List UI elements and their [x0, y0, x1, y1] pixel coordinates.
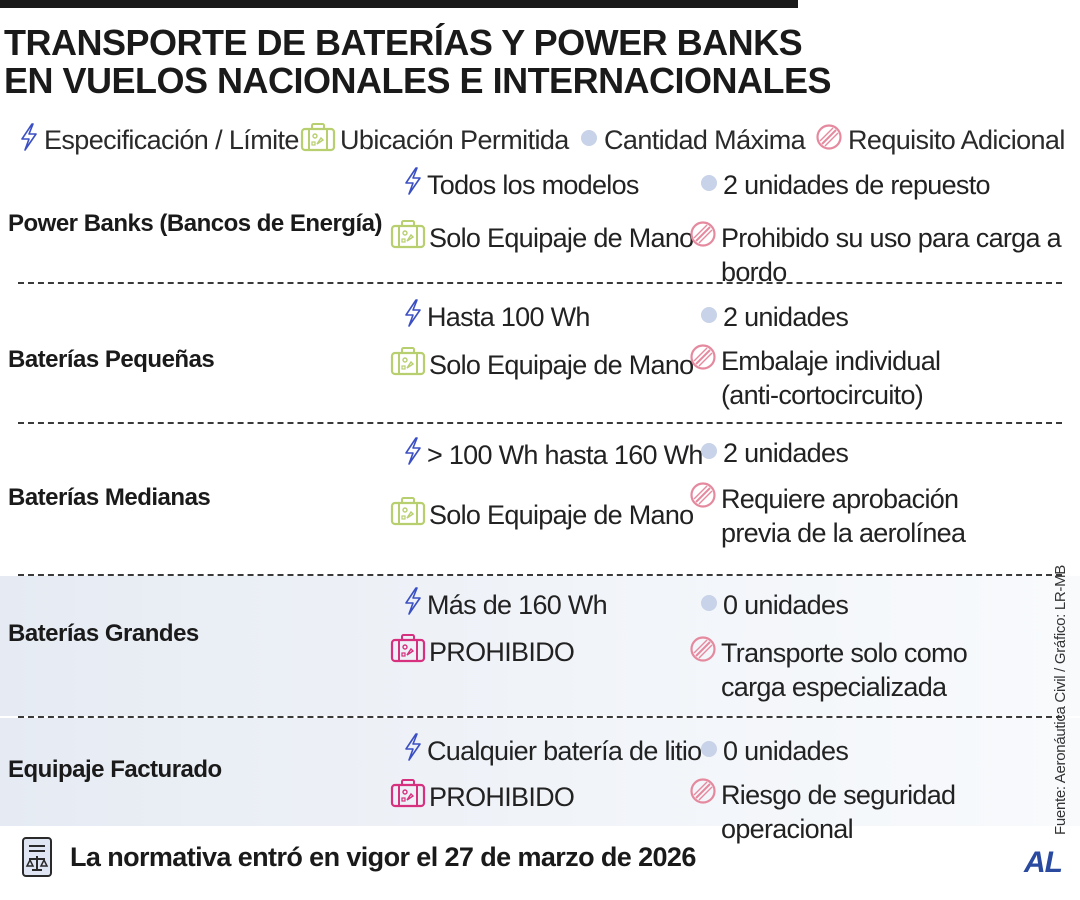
- lightning-icon: [402, 166, 424, 204]
- row-spec: Más de 160 Wh: [402, 586, 608, 624]
- row-requirement: Riesgo de seguridad operacional: [688, 778, 1080, 846]
- dot-icon: [698, 588, 720, 622]
- dot-icon: [698, 168, 720, 202]
- row-quantity: 2 unidades de repuesto: [698, 168, 991, 202]
- row-quantity: 0 unidades: [698, 734, 849, 768]
- row-quantity: 2 unidades: [698, 436, 849, 470]
- row-spec: > 100 Wh hasta 160 Wh: [402, 436, 703, 474]
- suitcase-icon: [390, 778, 426, 816]
- row-requirement-text: Prohibido su uso para carga a bordo: [721, 223, 1062, 287]
- dot-icon: [698, 436, 720, 470]
- row-quantity-text: 2 unidades de repuesto: [723, 170, 991, 200]
- legend-requirement-label: Requisito Adicional: [848, 124, 1065, 155]
- row-spec: Todos los modelos: [402, 166, 639, 204]
- row-divider: [18, 716, 1062, 718]
- legend: Especificación / Límite Ubicación Permit…: [18, 120, 1078, 160]
- title-line-2: EN VUELOS NACIONALES E INTERNACIONALES: [4, 60, 832, 101]
- row-quantity: 2 unidades: [698, 300, 849, 334]
- row-requirement: Embalaje individual (anti-cortocircuito): [688, 342, 941, 412]
- row-location-text: Solo Equipaje de Mano: [429, 500, 694, 530]
- lightning-icon: [402, 732, 424, 770]
- dot-icon: [578, 125, 604, 156]
- table-row: Baterías Medianas > 100 Wh hasta 160 Wh …: [0, 424, 1080, 574]
- row-spec-text: Cualquier batería de litio: [427, 736, 702, 766]
- suitcase-icon: [390, 346, 426, 384]
- row-location-text: Solo Equipaje de Mano: [429, 223, 694, 253]
- dot-icon: [698, 300, 720, 334]
- legend-quantity: Cantidad Máxima: [578, 120, 806, 160]
- lightning-icon: [402, 436, 424, 474]
- row-spec-text: Más de 160 Wh: [427, 590, 608, 620]
- legend-location: Ubicación Permitida: [300, 120, 569, 160]
- source-credit: Fuente: Aeronáutica Civil / Gráfico: LR-…: [1052, 564, 1069, 835]
- row-category: Equipaje Facturado: [8, 756, 222, 783]
- row-requirement: Transporte solo como carga especializada: [688, 634, 968, 704]
- row-requirement-text: Embalaje individual (anti-cortocircuito): [721, 346, 941, 410]
- table-row: Baterías Pequeñas Hasta 100 Wh Solo Equi…: [0, 284, 1080, 420]
- suitcase-icon: [300, 122, 340, 159]
- publisher-logo: AL: [1024, 846, 1063, 879]
- row-spec-text: Todos los modelos: [427, 170, 639, 200]
- row-location: Solo Equipaje de Mano: [390, 496, 694, 534]
- row-location: Solo Equipaje de Mano: [390, 346, 694, 384]
- row-category: Baterías Medianas: [8, 484, 211, 511]
- table-row: Power Banks (Bancos de Energía) Todos lo…: [0, 162, 1080, 287]
- top-rule: [0, 0, 798, 8]
- row-requirement: Prohibido su uso para carga a bordo: [688, 221, 1080, 289]
- prohibited-circle-icon: [814, 122, 848, 159]
- suitcase-icon: [390, 219, 426, 257]
- row-quantity-text: 0 unidades: [723, 590, 849, 620]
- row-spec: Cualquier batería de litio: [402, 732, 702, 770]
- row-location-text: PROHIBIDO: [429, 637, 575, 667]
- lightning-icon: [18, 122, 44, 159]
- row-category: Baterías Pequeñas: [8, 346, 215, 373]
- row-divider: [18, 574, 1062, 576]
- prohibited-circle-icon: [688, 219, 718, 257]
- dot-icon: [698, 734, 720, 768]
- row-location-text: PROHIBIDO: [429, 782, 575, 812]
- row-spec-text: Hasta 100 Wh: [427, 302, 590, 332]
- document-scale-icon: [20, 836, 56, 885]
- row-divider: [18, 422, 1062, 424]
- lightning-icon: [402, 298, 424, 336]
- prohibited-circle-icon: [688, 776, 718, 814]
- prohibited-circle-icon: [688, 342, 718, 380]
- legend-location-label: Ubicación Permitida: [340, 124, 569, 155]
- legend-spec-label: Especificación / Límite: [44, 124, 299, 155]
- row-quantity-text: 0 unidades: [723, 736, 849, 766]
- row-category: Power Banks (Bancos de Energía): [8, 210, 382, 237]
- row-location: PROHIBIDO: [390, 633, 575, 671]
- footer: La normativa entró en vigor el 27 de mar…: [0, 826, 1080, 900]
- row-quantity-text: 2 unidades: [723, 302, 849, 332]
- row-divider: [18, 282, 1062, 284]
- suitcase-icon: [390, 496, 426, 534]
- effective-date-note: La normativa entró en vigor el 27 de mar…: [70, 842, 696, 872]
- row-spec: Hasta 100 Wh: [402, 298, 590, 336]
- row-quantity: 0 unidades: [698, 588, 849, 622]
- row-requirement-text: Transporte solo como carga especializada: [721, 638, 968, 702]
- row-location-text: Solo Equipaje de Mano: [429, 350, 694, 380]
- prohibited-circle-icon: [688, 634, 718, 672]
- row-requirement-text: Requiere aprobación previa de la aerolín…: [721, 484, 966, 548]
- legend-quantity-label: Cantidad Máxima: [604, 124, 806, 155]
- row-category: Baterías Grandes: [8, 620, 199, 647]
- suitcase-icon: [390, 633, 426, 671]
- row-location: PROHIBIDO: [390, 778, 575, 816]
- prohibited-circle-icon: [688, 480, 718, 518]
- lightning-icon: [402, 586, 424, 624]
- page-title: TRANSPORTE DE BATERÍAS Y POWER BANKS EN …: [4, 24, 904, 100]
- legend-requirement: Requisito Adicional: [814, 120, 1065, 160]
- table-row: Baterías Grandes Más de 160 Wh PROHIBIDO…: [0, 576, 1080, 716]
- row-spec-text: > 100 Wh hasta 160 Wh: [427, 440, 703, 470]
- row-requirement-text: Riesgo de seguridad operacional: [721, 780, 956, 844]
- row-requirement: Requiere aprobación previa de la aerolín…: [688, 480, 966, 550]
- table-row: Equipaje Facturado Cualquier batería de …: [0, 718, 1080, 844]
- title-line-1: TRANSPORTE DE BATERÍAS Y POWER BANKS: [4, 22, 803, 63]
- row-quantity-text: 2 unidades: [723, 438, 849, 468]
- legend-spec: Especificación / Límite: [18, 120, 299, 160]
- row-location: Solo Equipaje de Mano: [390, 219, 694, 257]
